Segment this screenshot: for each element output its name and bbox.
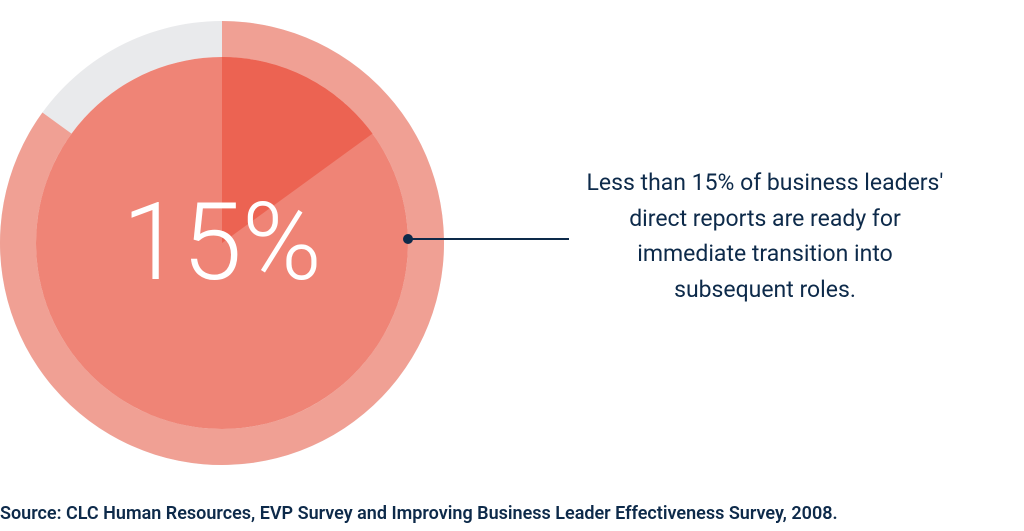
callout-text: Less than 15% of business leaders' direc…	[580, 165, 950, 308]
infographic-stage: 15% Less than 15% of business leaders' d…	[0, 0, 1024, 531]
pie-chart: 15%	[0, 21, 444, 465]
source-text: Source: CLC Human Resources, EVP Survey …	[0, 503, 838, 524]
pie-center-label: 15%	[122, 189, 322, 297]
